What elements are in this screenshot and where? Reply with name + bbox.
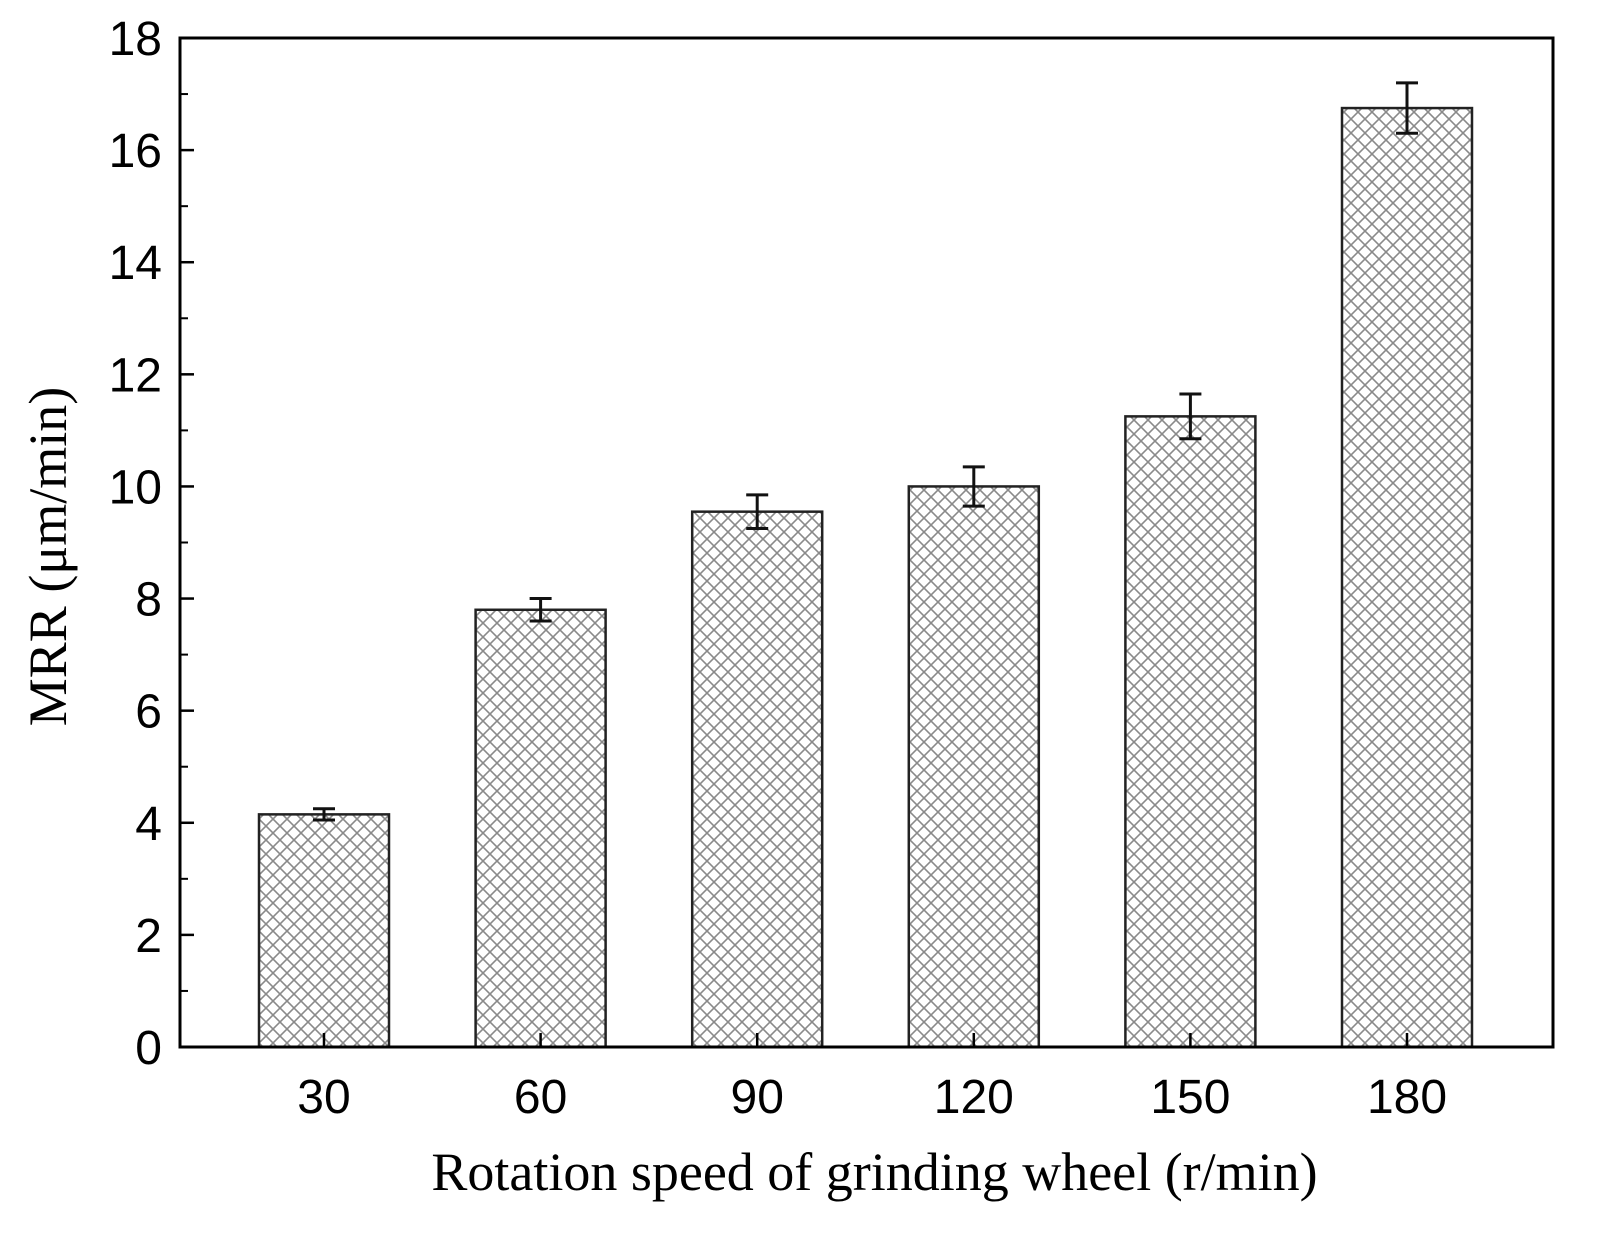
y-tick-label: 16 bbox=[109, 125, 162, 178]
x-tick-label: 120 bbox=[934, 1071, 1014, 1124]
y-tick-label: 2 bbox=[135, 910, 162, 963]
bar bbox=[474, 608, 607, 1049]
bar bbox=[257, 813, 391, 1049]
y-tick-label: 10 bbox=[109, 461, 162, 514]
error-bar bbox=[746, 493, 769, 530]
y-tick-label: 12 bbox=[109, 349, 162, 402]
x-tick-label: 30 bbox=[297, 1071, 350, 1124]
error-bar bbox=[962, 465, 985, 508]
y-tick-label: 14 bbox=[109, 237, 162, 290]
error-bar bbox=[529, 597, 552, 623]
tick-labels: 0 2 4 6 8 10 12 14 16 18 30 60 90 120 150 180 bbox=[109, 13, 1447, 1124]
y-axis-title: MRR (μm/min) bbox=[18, 387, 78, 726]
x-tick-label: 180 bbox=[1367, 1071, 1447, 1124]
x-tick-label: 90 bbox=[731, 1071, 784, 1124]
bar bbox=[1340, 106, 1474, 1049]
axis-ticks bbox=[180, 36, 1409, 1049]
bar bbox=[690, 510, 824, 1049]
x-axis-title: Rotation speed of grinding wheel (r/min) bbox=[431, 1142, 1317, 1202]
error-bar bbox=[1179, 392, 1202, 441]
error-bar bbox=[1396, 81, 1418, 135]
bars-layer bbox=[257, 106, 1474, 1049]
y-tick-label: 6 bbox=[135, 686, 162, 739]
bar bbox=[1124, 415, 1257, 1049]
bar bbox=[907, 485, 1041, 1049]
y-tick-label: 8 bbox=[135, 574, 162, 627]
x-tick-label: 60 bbox=[514, 1071, 567, 1124]
error-bar bbox=[313, 807, 335, 822]
y-tick-label: 18 bbox=[109, 13, 162, 66]
y-tick-label: 4 bbox=[135, 798, 162, 851]
error-bars-layer bbox=[313, 81, 1418, 822]
x-tick-label: 150 bbox=[1150, 1071, 1230, 1124]
y-tick-label: 0 bbox=[135, 1022, 162, 1075]
